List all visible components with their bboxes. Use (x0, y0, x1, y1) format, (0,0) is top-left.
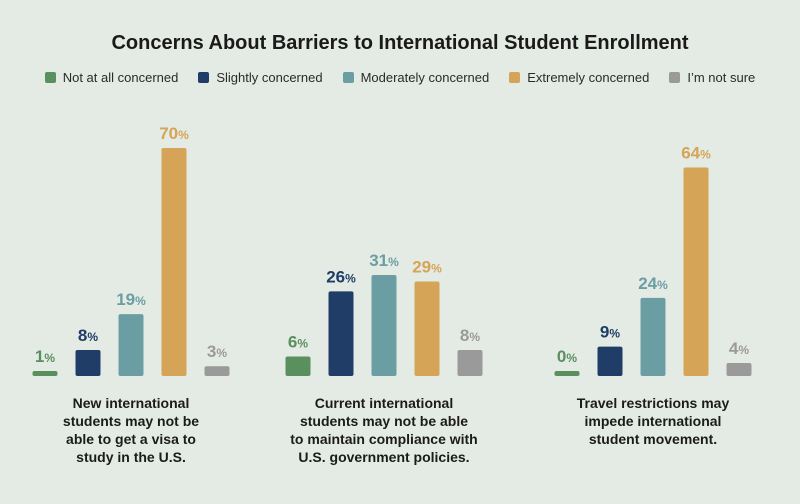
category-label-line: Travel restrictions may (576, 395, 730, 411)
legend-item-not-at-all-concerned: Not at all concerned (44, 70, 179, 85)
legend-label: Extremely concerned (527, 70, 650, 85)
bar-slightly-concerned (328, 291, 354, 376)
bar-i-m-not-sure (204, 366, 230, 376)
chart-title: Concerns About Barriers to International… (111, 32, 689, 54)
category-label-line: student movement. (588, 431, 718, 447)
category-label-line: U.S. government policies. (298, 449, 470, 465)
bar-moderately-concerned (371, 275, 397, 376)
category-label-line: New international (72, 395, 190, 411)
data-label: 6% (288, 332, 308, 351)
bar-slightly-concerned (597, 346, 623, 376)
category-label-line: able to get a visa to (66, 431, 196, 447)
data-label: 19% (116, 290, 146, 309)
data-label: 70% (159, 124, 189, 143)
category-label: New international students may not be able… (6, 394, 256, 466)
legend-item-extremely-concerned: Extremely concerned (509, 70, 649, 85)
bar-moderately-concerned (640, 297, 666, 376)
bar-group: 6% 26% 31% 29% 8% (285, 251, 483, 376)
legend-item-not-sure: I’m not sure (669, 70, 755, 85)
data-label: 9% (600, 323, 620, 342)
category-label: Current international students may not be… (259, 394, 509, 466)
legend-label: Slightly concerned (216, 70, 323, 85)
legend-label: I’m not sure (687, 70, 756, 85)
data-label: 29% (412, 258, 442, 277)
category-label-line: impede international (584, 413, 722, 429)
data-label: 8% (78, 326, 98, 345)
data-label: 8% (460, 326, 480, 345)
bar-not-at-all-concerned (285, 356, 311, 376)
bar-extremely-concerned (414, 281, 440, 376)
legend-swatch (342, 72, 354, 83)
legend-swatch (44, 72, 56, 83)
data-label: 26% (326, 267, 356, 286)
data-label: 3% (207, 342, 227, 361)
bar-moderately-concerned (118, 314, 144, 376)
bar-group: 1% 8% 19% 70% 3% (32, 124, 230, 376)
data-label: 0% (557, 347, 577, 366)
bar-slightly-concerned (75, 349, 101, 376)
bar-i-m-not-sure (726, 362, 752, 376)
legend-swatch (198, 72, 210, 83)
category-label-line: study in the U.S. (76, 449, 186, 465)
data-label: 24% (638, 274, 668, 293)
category-label-line: students may not be (62, 413, 200, 429)
legend-item-moderately-concerned: Moderately concerned (342, 70, 490, 85)
bar-i-m-not-sure (457, 349, 483, 376)
legend-label: Moderately concerned (360, 70, 490, 85)
bar-extremely-concerned (683, 167, 709, 376)
legend-item-slightly-concerned: Slightly concerned (198, 70, 323, 85)
bar-not-at-all-concerned (554, 371, 580, 376)
data-label: 64% (681, 144, 711, 163)
legend-swatch (669, 72, 681, 83)
category-label: Travel restrictions may impede internatio… (528, 394, 778, 448)
data-label: 4% (729, 339, 749, 358)
legend: Not at all concerned Slightly concerned … (0, 70, 800, 85)
legend-label: Not at all concerned (62, 70, 179, 85)
legend-swatch (509, 72, 521, 83)
bar-not-at-all-concerned (32, 371, 58, 376)
bar-group: 0% 9% 24% 64% 4% (554, 144, 752, 376)
data-label: 1% (35, 347, 55, 366)
category-label-line: Current international (314, 395, 454, 411)
bar-extremely-concerned (161, 148, 187, 376)
category-label-line: to maintain compliance with (290, 431, 478, 447)
data-label: 31% (369, 251, 399, 270)
category-label-line: students may not be able (299, 413, 469, 429)
